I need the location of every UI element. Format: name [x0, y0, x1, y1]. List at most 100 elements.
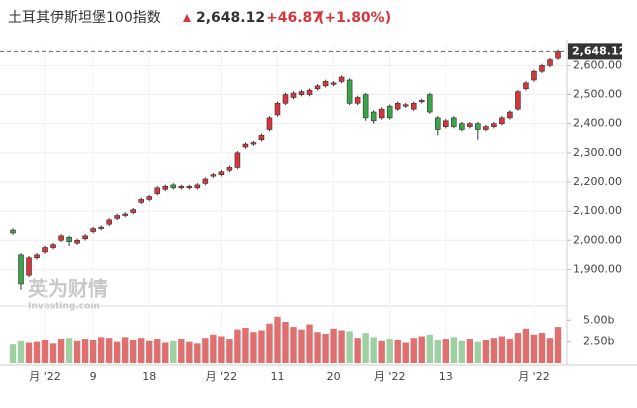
- candle-body: [250, 142, 257, 145]
- candle-body: [475, 123, 481, 130]
- candle-body: [186, 186, 193, 189]
- volume-bar: [65, 338, 73, 363]
- volume-bar: [258, 330, 265, 363]
- candle-body: [306, 89, 313, 95]
- volume-bar: [554, 327, 562, 363]
- candle-body: [314, 85, 321, 90]
- candle-body: [138, 199, 145, 203]
- candle-body: [42, 247, 48, 253]
- volume-bar: [290, 327, 297, 363]
- volume-bar: [162, 342, 169, 363]
- volume-bar: [330, 328, 337, 363]
- volume-bar: [154, 339, 161, 363]
- x-tick-label: 20: [327, 370, 341, 383]
- y-tick-label: 2,400.00: [573, 117, 622, 130]
- candle-body: [539, 65, 545, 72]
- volume-bar: [113, 341, 121, 363]
- candle-body: [234, 152, 241, 168]
- volume-bar: [522, 328, 530, 363]
- candle-body: [122, 213, 128, 216]
- candle-body: [258, 135, 265, 141]
- candle-body: [467, 123, 473, 127]
- candle-body: [194, 184, 201, 189]
- volume-bar: [298, 329, 305, 363]
- volume-bar: [49, 343, 57, 363]
- candle-body: [491, 123, 497, 127]
- volume-bar: [306, 324, 313, 363]
- candle-body: [394, 102, 401, 110]
- volume-bar: [354, 338, 361, 363]
- candle-body: [338, 76, 345, 82]
- candle-body: [18, 254, 24, 285]
- x-tick-label: 月 '22: [518, 370, 550, 383]
- volume-bar: [458, 340, 466, 363]
- volume-bar: [426, 334, 433, 363]
- watermark: 英为财情: [28, 277, 108, 301]
- volume-bar: [97, 337, 105, 363]
- candle-body: [218, 171, 225, 175]
- volume-bar: [386, 339, 393, 363]
- volume-bar: [314, 332, 321, 363]
- candle-body: [266, 117, 273, 130]
- volume-bar: [218, 336, 225, 363]
- volume-bar: [546, 338, 554, 363]
- candle-body: [162, 186, 169, 190]
- candle-body: [378, 108, 385, 119]
- volume-bar: [498, 336, 506, 363]
- volume-bar: [362, 333, 369, 363]
- candle-body: [507, 111, 513, 119]
- candle-body: [322, 81, 329, 87]
- volume-bar: [170, 340, 177, 363]
- candle-body: [290, 92, 297, 98]
- volume-bar: [41, 339, 49, 363]
- candle-body: [370, 111, 377, 122]
- y-tick-label: 2,600.00: [573, 58, 622, 71]
- candle-body: [434, 117, 441, 130]
- candle-body: [346, 79, 353, 104]
- volume-bar: [242, 327, 249, 363]
- y-tick-label: 2,500.00: [573, 88, 622, 101]
- volume-bar: [490, 338, 498, 363]
- volume-bar: [530, 334, 538, 363]
- x-tick-label: 11: [270, 370, 284, 383]
- y-tick-label: 2,200.00: [573, 175, 622, 188]
- volume-bar: [378, 340, 385, 363]
- candle-body: [26, 257, 32, 276]
- volume-bar: [186, 341, 193, 363]
- x-tick-label: 月 '22: [374, 370, 406, 383]
- volume-bar: [105, 338, 113, 363]
- candle-body: [298, 91, 305, 95]
- candle-body: [274, 102, 281, 116]
- last-price-box: [568, 43, 622, 60]
- y-tick-label: 1,900.00: [573, 262, 622, 275]
- volume-bar: [514, 333, 522, 363]
- volume-bar: [466, 339, 474, 363]
- candle-body: [58, 235, 64, 241]
- x-tick-label: 18: [142, 370, 156, 383]
- candle-body: [426, 94, 433, 113]
- volume-bar: [25, 342, 33, 363]
- watermark-sub: Investing.com: [28, 302, 100, 312]
- price: 2,648.12: [196, 10, 265, 26]
- volume-bar: [122, 337, 129, 363]
- candle-body: [10, 229, 16, 234]
- volume-tick-label: 5.00b: [583, 313, 614, 326]
- candle-body: [34, 254, 40, 259]
- x-tick-label: 月 '22: [206, 370, 238, 383]
- volume-bar: [538, 333, 546, 363]
- candle-body: [282, 94, 289, 104]
- volume-bar: [130, 339, 137, 363]
- volume-bar: [394, 339, 401, 363]
- candle-body: [451, 117, 457, 127]
- candle-body: [178, 186, 185, 189]
- candle-body: [154, 187, 161, 194]
- volume-bar: [202, 338, 209, 363]
- candle-body: [98, 226, 104, 229]
- volume-bar: [434, 339, 441, 363]
- volume-bar: [194, 343, 201, 363]
- candle-body: [330, 82, 337, 85]
- y-tick-label: 2,300.00: [573, 146, 622, 159]
- volume-bar: [322, 333, 329, 363]
- volume-bar: [17, 340, 25, 363]
- candle-body: [114, 215, 120, 219]
